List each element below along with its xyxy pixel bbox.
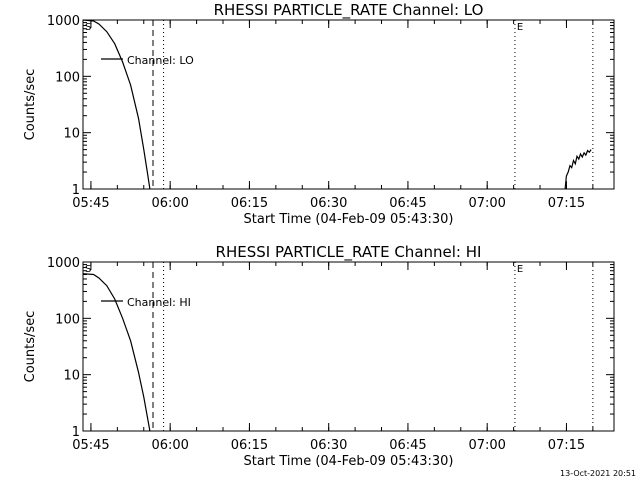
y-tick-label: 100	[55, 70, 80, 85]
x-tick-label: 06:45	[389, 438, 426, 453]
marker-label: E	[517, 264, 523, 275]
chart-panel-2: RHESSI PARTICLE_RATE Channel: HI 05:45 06:…	[23, 243, 615, 469]
marker-label: E	[517, 22, 523, 33]
y-tick-label: 1	[72, 183, 80, 198]
x-tick-label: 06:45	[389, 196, 426, 211]
x-tick-label: 06:00	[151, 196, 188, 211]
y-tick-label: 1000	[47, 14, 80, 29]
chart-panel-1: RHESSI PARTICLE_RATE Channel: LO 05:45 06:…	[23, 1, 615, 227]
series-line	[564, 149, 592, 190]
x-tick-label: 05:45	[72, 438, 109, 453]
plot-frame	[82, 19, 615, 190]
corner-label: S	[85, 22, 91, 33]
y-axis-label: Counts/sec	[23, 311, 38, 383]
x-tick-label: 07:15	[548, 438, 585, 453]
y-tick-label: 10	[63, 127, 80, 142]
corner-label: S	[85, 264, 91, 275]
x-tick-label: 07:00	[468, 438, 505, 453]
x-tick-label: 06:15	[231, 438, 268, 453]
x-tick-label: 06:00	[151, 438, 188, 453]
chart-title: RHESSI PARTICLE_RATE Channel: HI	[216, 243, 482, 262]
x-tick-label: 06:15	[231, 196, 268, 211]
plot-timestamp: 13-Oct-2021 20:51	[560, 469, 636, 478]
x-tick-label: 06:30	[310, 438, 347, 453]
series-line	[82, 19, 151, 190]
x-tick-label: 05:45	[72, 196, 109, 211]
legend-label: Channel: LO	[127, 54, 194, 67]
y-tick-label: 1000	[47, 256, 80, 271]
plot-frame	[82, 261, 615, 432]
chart-title: RHESSI PARTICLE_RATE Channel: LO	[214, 1, 484, 20]
x-axis-label: Start Time (04-Feb-09 05:43:30)	[244, 454, 454, 469]
series-line	[82, 273, 151, 432]
x-axis-label: Start Time (04-Feb-09 05:43:30)	[244, 212, 454, 227]
x-tick-label: 06:30	[310, 196, 347, 211]
x-tick-label: 07:15	[548, 196, 585, 211]
y-tick-label: 1	[72, 425, 80, 440]
y-axis-label: Counts/sec	[23, 69, 38, 141]
x-tick-label: 07:00	[468, 196, 505, 211]
legend-label: Channel: HI	[127, 296, 191, 309]
y-tick-label: 100	[55, 312, 80, 327]
chart-panels: RHESSI PARTICLE_RATE Channel: LO 05:45 06:…	[23, 1, 615, 469]
y-tick-label: 10	[63, 369, 80, 384]
